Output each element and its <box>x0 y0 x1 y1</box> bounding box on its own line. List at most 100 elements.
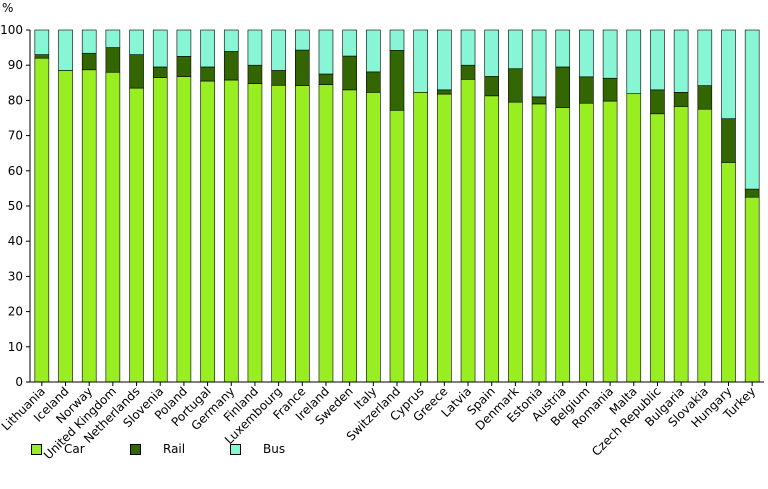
bar-car <box>555 107 571 383</box>
legend-label-bus: Bus <box>263 442 286 456</box>
bar-rail <box>484 76 500 97</box>
y-tick-label: 90 <box>8 58 23 72</box>
bar-car <box>318 84 334 383</box>
bar-rail <box>697 85 713 110</box>
bar-car <box>58 70 73 383</box>
legend-item-car: Car <box>31 442 85 456</box>
bar-car <box>294 85 310 383</box>
bar-rail <box>579 76 594 104</box>
bar-car <box>342 89 357 383</box>
y-tick-label: 80 <box>8 93 23 107</box>
bar-rail <box>34 54 50 59</box>
legend-swatch-car <box>31 443 42 455</box>
bar-bus <box>200 29 215 68</box>
bar-bus <box>223 29 239 52</box>
bar-bus <box>271 29 286 71</box>
bar-bus <box>484 29 500 77</box>
bar-bus <box>318 29 334 75</box>
bar-car <box>437 93 452 383</box>
y-tick-label: 60 <box>8 164 23 178</box>
bar-car <box>579 102 594 383</box>
bar-rail <box>650 89 665 115</box>
bar-rail <box>721 118 736 163</box>
bar-rail <box>366 71 381 93</box>
bar-car <box>366 92 381 383</box>
bar-rail <box>318 73 334 85</box>
bar-rail <box>105 47 121 73</box>
y-tick-label: 10 <box>8 340 23 354</box>
y-tick-label: 30 <box>8 269 23 283</box>
bar-rail <box>294 49 310 86</box>
bar-bus <box>389 29 405 51</box>
bar-bus <box>81 29 97 54</box>
bar-bus <box>366 29 381 73</box>
bar-car <box>673 106 689 383</box>
bar-rail <box>602 77 618 102</box>
bar-bus <box>744 29 760 190</box>
bar-bus <box>437 29 452 91</box>
bar-bus <box>58 29 73 71</box>
bar-car <box>152 77 168 383</box>
bar-bus <box>105 29 121 48</box>
bar-bus <box>342 29 357 57</box>
bar-rail <box>673 92 689 107</box>
bar-bus <box>129 29 144 55</box>
legend-label-car: Car <box>64 442 85 456</box>
y-axis-label: % <box>2 1 13 15</box>
legend-item-bus: Bus <box>230 442 285 456</box>
bar-bus <box>531 29 547 98</box>
bar-car <box>81 69 97 383</box>
bar-car <box>484 95 500 383</box>
bar-bus <box>579 29 594 78</box>
bar-rail <box>247 64 263 84</box>
bar-car <box>460 78 476 383</box>
bar-bus <box>626 29 642 95</box>
bar-rail <box>152 66 168 78</box>
plot-area: 0102030405060708090100LithuaniaIcelandNo… <box>0 23 764 462</box>
bar-bus <box>721 29 736 120</box>
y-tick-label: 50 <box>8 199 23 213</box>
bar-car <box>223 79 239 383</box>
bar-car <box>531 103 547 383</box>
bar-bus <box>460 29 476 66</box>
legend-swatch-rail <box>130 443 141 455</box>
bar-car <box>697 108 713 383</box>
bar-rail <box>437 89 452 95</box>
bar-car <box>650 113 665 383</box>
bar-bus <box>152 29 168 68</box>
bar-car <box>721 162 736 383</box>
bar-rail <box>531 96 547 105</box>
bar-bus <box>294 29 310 51</box>
bar-car <box>744 196 760 383</box>
bar-bus <box>697 29 713 86</box>
y-tick-label: 0 <box>15 375 23 389</box>
bar-bus <box>650 29 665 91</box>
bar-rail <box>200 66 215 82</box>
bar-car <box>129 87 144 383</box>
bar-car <box>389 109 405 383</box>
bar-car <box>508 101 523 383</box>
bar-rail <box>555 66 571 108</box>
bar-car <box>602 100 618 383</box>
y-tick-label: 20 <box>8 305 23 319</box>
bar-rail <box>460 64 476 80</box>
bar-rail <box>223 51 239 81</box>
bar-rail <box>176 56 192 77</box>
bar-rail <box>342 55 357 91</box>
bar-bus <box>555 29 571 68</box>
y-tick-label: 100 <box>0 23 23 37</box>
y-tick-label: 40 <box>8 234 23 248</box>
bar-car <box>413 92 428 383</box>
bar-rail <box>129 54 144 89</box>
bar-bus <box>247 29 263 66</box>
bar-bus <box>176 29 192 57</box>
bar-bus <box>602 29 618 79</box>
bar-rail <box>81 52 97 71</box>
bar-bus <box>508 29 523 70</box>
legend-item-rail: Rail <box>130 442 185 456</box>
bar-car <box>176 76 192 383</box>
bar-rail <box>389 50 405 111</box>
y-tick-label: 70 <box>8 129 23 143</box>
